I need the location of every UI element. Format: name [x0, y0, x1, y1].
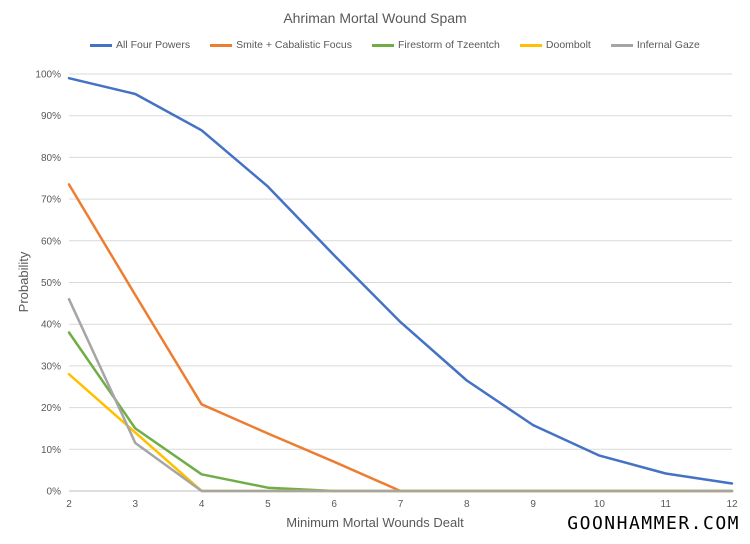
y-tick-label: 10% — [41, 445, 61, 456]
y-tick-label: 90% — [41, 111, 61, 122]
legend-label: Doombolt — [545, 39, 591, 51]
y-axis-title: Probability — [16, 251, 31, 312]
x-tick-label: 4 — [199, 499, 205, 510]
x-tick-label: 7 — [398, 499, 404, 510]
x-tick-label: 2 — [66, 499, 72, 510]
y-tick-label: 60% — [41, 236, 61, 247]
y-tick-labels: 0% 10% 20% 30% 40% 50% 60% 70% 80% 90% 100% — [35, 70, 61, 498]
legend-swatch — [519, 43, 542, 47]
x-tick-label: 8 — [464, 499, 470, 510]
x-tick-label: 5 — [265, 499, 271, 510]
y-tick-label: 20% — [41, 403, 61, 414]
y-tick-label: 40% — [41, 320, 61, 331]
grid-lines — [69, 73, 732, 492]
x-tick-label: 6 — [331, 499, 337, 510]
x-axis-title: Minimum Mortal Wounds Dealt — [286, 515, 464, 530]
series-line — [67, 372, 734, 493]
legend-label: Firestorm of Tzeentch — [397, 39, 500, 51]
y-tick-label: 70% — [41, 195, 61, 206]
y-tick-label: 50% — [41, 278, 61, 289]
x-tick-labels: 2 3 4 5 6 7 8 9 10 11 12 — [66, 499, 738, 510]
legend-item: Doombolt — [519, 39, 591, 51]
x-tick-label: 9 — [530, 499, 536, 510]
legend-swatch — [610, 43, 633, 47]
x-tick-label: 12 — [726, 499, 738, 510]
legend-item: Smite + Cabalistic Focus — [210, 39, 352, 51]
legend-item: Firestorm of Tzeentch — [371, 39, 500, 51]
x-tick-label: 10 — [594, 499, 606, 510]
series-lines — [67, 76, 734, 493]
legend-swatch — [371, 43, 394, 47]
series-line — [67, 297, 734, 493]
x-tick-label: 3 — [133, 499, 139, 510]
legend-label: All Four Powers — [116, 39, 191, 51]
y-tick-label: 0% — [47, 487, 62, 498]
legend-item: Infernal Gaze — [610, 39, 700, 51]
y-tick-label: 30% — [41, 361, 61, 372]
legend: All Four Powers Smite + Cabalistic Focus F… — [90, 38, 720, 52]
legend-label: Infernal Gaze — [636, 39, 700, 51]
y-tick-label: 80% — [41, 153, 61, 164]
watermark-text: GOONHAMMER.COM — [567, 513, 740, 534]
series-line — [67, 76, 734, 485]
legend-item: All Four Powers — [90, 39, 190, 51]
chart-title: Ahriman Mortal Wound Spam — [283, 10, 467, 26]
legend-label: Smite + Cabalistic Focus — [236, 39, 352, 51]
legend-swatch — [90, 43, 112, 47]
series-line — [67, 183, 734, 493]
y-tick-label: 100% — [35, 70, 61, 81]
x-tick-label: 11 — [661, 499, 672, 510]
legend-swatch — [210, 43, 233, 47]
